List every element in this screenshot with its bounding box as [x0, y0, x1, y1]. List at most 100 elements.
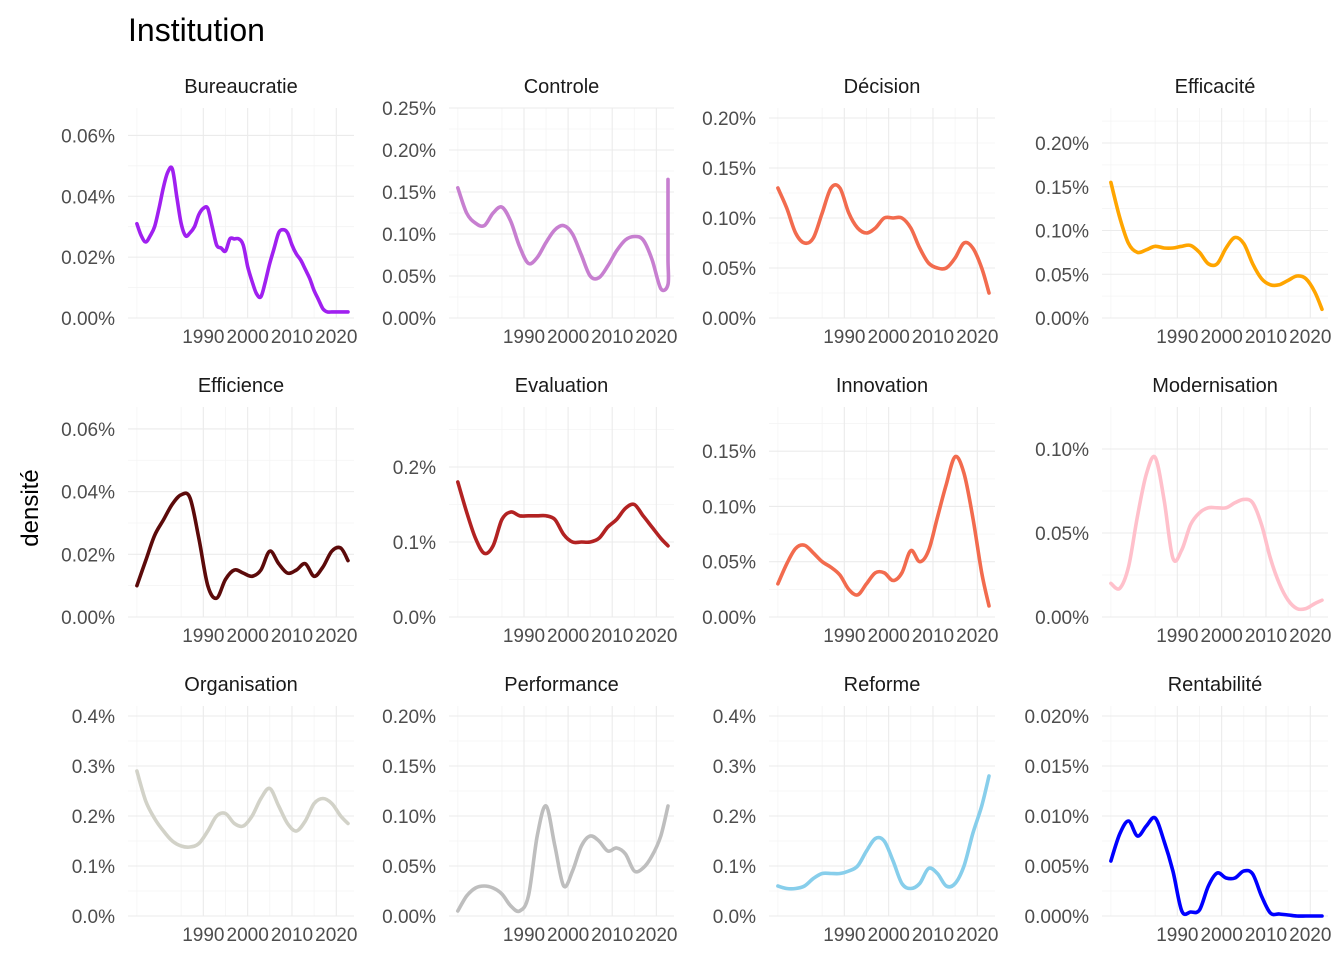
panel-title-evaluation: Evaluation: [515, 375, 608, 397]
x-tick-label: 2000: [1201, 327, 1243, 348]
series-line-decision: [778, 185, 989, 293]
x-tick-label: 1990: [503, 327, 545, 348]
x-tick-label: 2020: [315, 327, 357, 348]
panel-modernisation: Modernisation 0.00% 0.05% 0.10% 1990 2000 2010…: [1035, 375, 1331, 647]
x-tick-label: 2010: [1245, 327, 1287, 348]
y-tick-label: 0.4%: [713, 707, 756, 728]
y-tick-label: 0.1%: [393, 533, 436, 554]
panel-title-efficience: Efficience: [198, 375, 284, 397]
panel-title-rentabilite: Rentabilité: [1168, 674, 1263, 696]
y-tick-label: 0.04%: [61, 187, 115, 208]
y-tick-label: 0.00%: [1035, 309, 1089, 330]
panel-evaluation: Evaluation 0.0% 0.1% 0.2% 1990 2000 2010 2020: [393, 375, 678, 647]
y-tick-label: 0.00%: [702, 608, 756, 629]
y-tick-label: 0.3%: [713, 757, 756, 778]
y-tick-label: 0.005%: [1025, 857, 1090, 878]
series-line-reforme: [778, 776, 989, 889]
x-tick-label: 2010: [591, 626, 633, 647]
y-tick-label: 0.1%: [713, 857, 756, 878]
x-tick-label: 2010: [1245, 925, 1287, 946]
x-tick-label: 2020: [315, 925, 357, 946]
x-tick-label: 2020: [315, 626, 357, 647]
y-tick-label: 0.25%: [382, 99, 436, 120]
y-tick-label: 0.0%: [393, 608, 436, 629]
y-tick-label: 0.000%: [1025, 907, 1090, 928]
series-line-performance: [458, 806, 668, 912]
series-line-evaluation: [458, 482, 668, 554]
y-tick-label: 0.10%: [702, 497, 756, 518]
panel-controle: Controle 0.00% 0.05% 0.10% 0.15% 0.20% 0.25% 19…: [382, 76, 677, 348]
panel-title-bureaucratie: Bureaucratie: [184, 76, 297, 98]
x-tick-label: 2000: [1201, 626, 1243, 647]
x-tick-label: 1990: [823, 626, 865, 647]
panel-title-innovation: Innovation: [836, 375, 928, 397]
y-tick-label: 0.2%: [713, 807, 756, 828]
y-tick-label: 0.1%: [72, 857, 115, 878]
y-tick-label: 0.00%: [382, 907, 436, 928]
y-tick-label: 0.20%: [382, 707, 436, 728]
y-tick-label: 0.00%: [61, 309, 115, 330]
panel-decision: Décision 0.00% 0.05% 0.10% 0.15% 0.20% 1990 200…: [702, 76, 998, 348]
y-tick-label: 0.05%: [382, 267, 436, 288]
x-tick-label: 2000: [547, 925, 589, 946]
x-tick-label: 2000: [547, 327, 589, 348]
y-tick-label: 0.06%: [61, 420, 115, 441]
panel-title-performance: Performance: [504, 674, 619, 696]
y-tick-label: 0.10%: [702, 209, 756, 230]
y-tick-label: 0.4%: [72, 707, 115, 728]
y-tick-label: 0.10%: [382, 807, 436, 828]
x-tick-label: 2010: [912, 626, 954, 647]
x-tick-label: 1990: [823, 925, 865, 946]
y-tick-label: 0.02%: [61, 248, 115, 269]
x-tick-label: 2010: [591, 327, 633, 348]
x-tick-label: 1990: [503, 925, 545, 946]
panel-title-modernisation: Modernisation: [1152, 375, 1278, 397]
y-tick-label: 0.15%: [382, 183, 436, 204]
y-tick-label: 0.20%: [1035, 134, 1089, 155]
x-tick-label: 2010: [591, 925, 633, 946]
x-tick-label: 1990: [182, 327, 224, 348]
y-tick-label: 0.15%: [702, 442, 756, 463]
x-tick-label: 2010: [1245, 626, 1287, 647]
y-tick-label: 0.00%: [702, 309, 756, 330]
panel-rentabilite: Rentabilité 0.000% 0.005% 0.010% 0.015% 0.020…: [1025, 674, 1332, 946]
x-tick-label: 2000: [227, 925, 269, 946]
x-tick-label: 2000: [227, 626, 269, 647]
y-tick-label: 0.0%: [713, 907, 756, 928]
x-tick-label: 2020: [1289, 327, 1331, 348]
y-tick-label: 0.0%: [72, 907, 115, 928]
y-tick-label: 0.05%: [702, 259, 756, 280]
y-axis-label: densité: [17, 469, 44, 546]
y-tick-label: 0.15%: [382, 757, 436, 778]
series-line-efficience: [137, 493, 348, 598]
series-line-rentabilite: [1111, 817, 1322, 916]
x-tick-label: 1990: [823, 327, 865, 348]
y-tick-label: 0.05%: [1035, 265, 1089, 286]
panel-title-reforme: Reforme: [844, 674, 921, 696]
x-tick-label: 2000: [1201, 925, 1243, 946]
series-line-controle: [458, 179, 669, 290]
x-tick-label: 2000: [227, 327, 269, 348]
y-tick-label: 0.05%: [702, 553, 756, 574]
x-tick-label: 2000: [868, 327, 910, 348]
y-tick-label: 0.2%: [72, 807, 115, 828]
series-line-bureaucratie: [137, 167, 348, 312]
x-tick-label: 2000: [868, 925, 910, 946]
panel-bureaucratie: Bureaucratie 0.00% 0.02% 0.04% 0.06% 1990 2000…: [61, 76, 357, 348]
y-tick-label: 0.06%: [61, 126, 115, 147]
y-tick-label: 0.20%: [382, 141, 436, 162]
x-tick-label: 1990: [182, 925, 224, 946]
y-tick-label: 0.2%: [393, 458, 436, 479]
x-tick-label: 2020: [1289, 925, 1331, 946]
panel-title-organisation: Organisation: [184, 674, 297, 696]
y-tick-label: 0.10%: [382, 225, 436, 246]
x-tick-label: 2020: [1289, 626, 1331, 647]
y-tick-label: 0.05%: [1035, 524, 1089, 545]
x-tick-label: 2010: [271, 925, 313, 946]
x-tick-label: 2020: [956, 925, 998, 946]
y-tick-label: 0.15%: [1035, 178, 1089, 199]
panel-title-decision: Décision: [844, 76, 921, 98]
y-tick-label: 0.010%: [1025, 807, 1090, 828]
